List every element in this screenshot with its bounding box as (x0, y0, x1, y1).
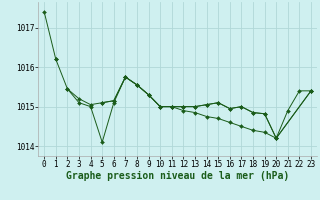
X-axis label: Graphe pression niveau de la mer (hPa): Graphe pression niveau de la mer (hPa) (66, 171, 289, 181)
